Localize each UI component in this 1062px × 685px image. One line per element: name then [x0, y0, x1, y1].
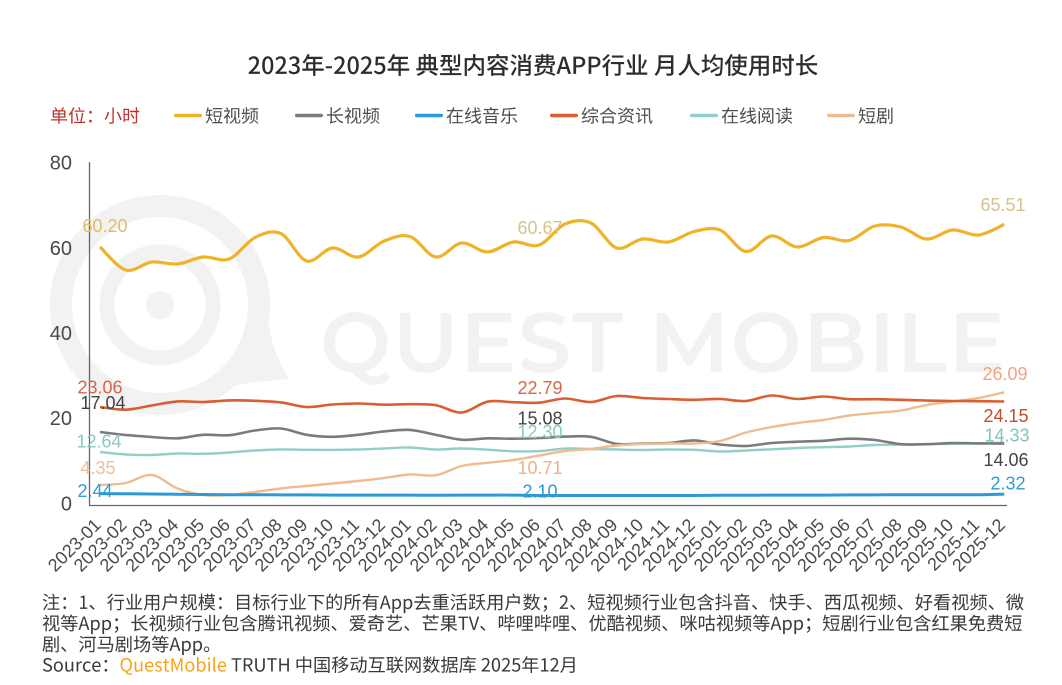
svg-text:2.32: 2.32: [990, 473, 1025, 493]
svg-text:2.10: 2.10: [522, 482, 557, 502]
svg-text:40: 40: [50, 323, 72, 345]
svg-text:60.20: 60.20: [82, 216, 127, 236]
svg-text:14.33: 14.33: [984, 425, 1029, 445]
svg-text:14.06: 14.06: [983, 450, 1028, 470]
svg-text:26.09: 26.09: [982, 364, 1027, 384]
svg-text:10.71: 10.71: [517, 458, 562, 478]
svg-text:20: 20: [50, 408, 72, 430]
svg-text:12.30: 12.30: [517, 422, 562, 442]
svg-text:60: 60: [50, 238, 72, 260]
svg-text:4.35: 4.35: [80, 458, 115, 478]
svg-text:24.15: 24.15: [983, 406, 1028, 426]
svg-text:22.79: 22.79: [517, 378, 562, 398]
svg-text:80: 80: [50, 153, 72, 175]
svg-text:23.06: 23.06: [77, 378, 122, 398]
svg-text:60.67: 60.67: [517, 218, 562, 238]
svg-text:0: 0: [61, 493, 72, 515]
svg-text:65.51: 65.51: [980, 195, 1025, 215]
svg-text:15.08: 15.08: [517, 409, 562, 429]
svg-text:2.44: 2.44: [77, 481, 112, 501]
svg-text:17.04: 17.04: [80, 393, 125, 413]
svg-text:12.64: 12.64: [76, 432, 121, 452]
